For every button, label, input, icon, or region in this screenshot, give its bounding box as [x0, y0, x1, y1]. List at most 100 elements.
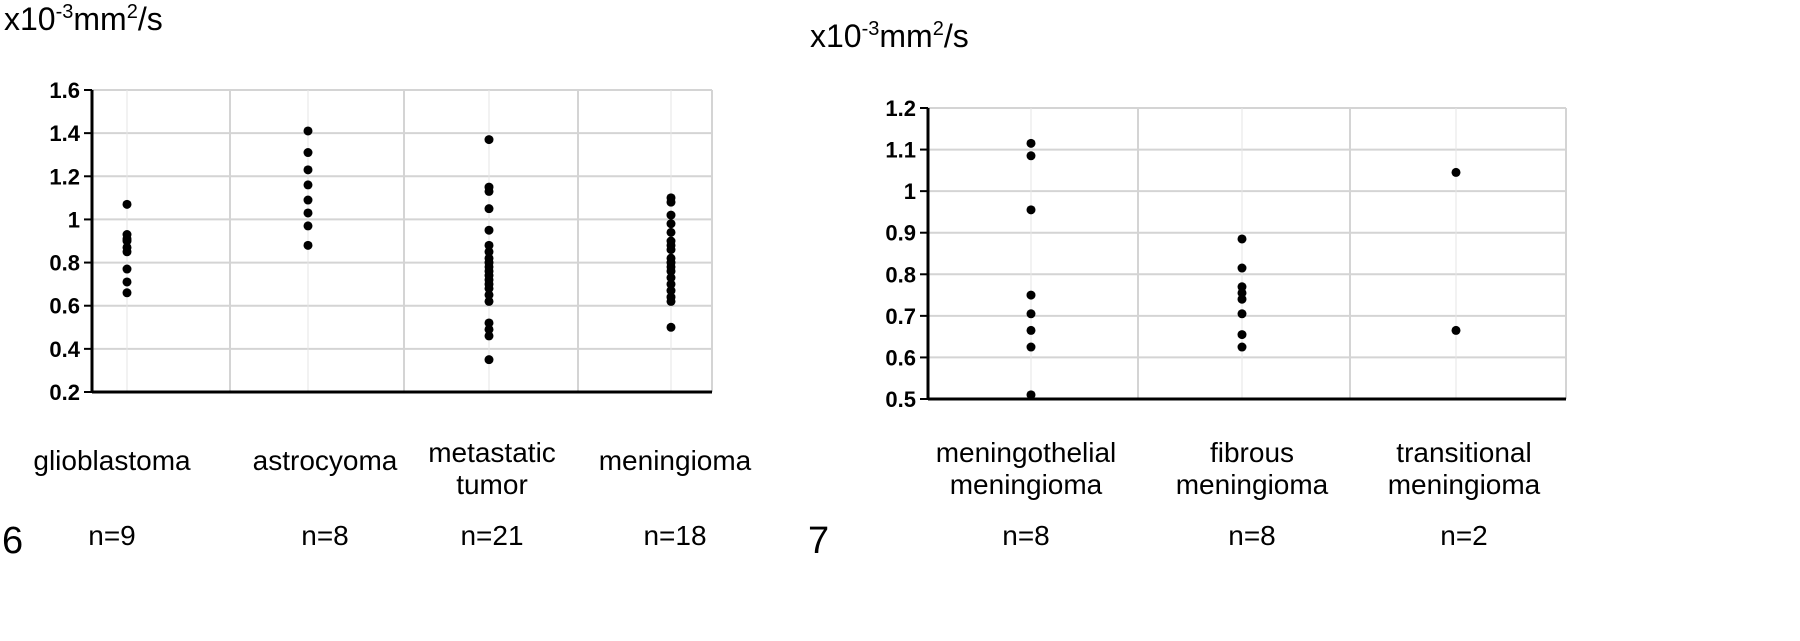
data-point: [1237, 282, 1247, 292]
category-label: meningothelial: [936, 437, 1117, 468]
data-point: [1237, 330, 1247, 340]
data-point: [122, 242, 132, 252]
data-point: [1237, 288, 1247, 298]
data-point: [484, 283, 494, 293]
data-point: [303, 195, 313, 205]
category-label: glioblastoma: [33, 445, 191, 476]
chart-6: x10-3mm2/s 1.6 1.4 1.2 1 0.8 0.6 0.4 0.2 glioblas…: [2, 1, 752, 562]
data-point: [122, 277, 132, 287]
category-label: transitional: [1396, 437, 1531, 468]
data-point: [122, 236, 132, 246]
data-point: [484, 290, 494, 300]
y-tick-label: 0.8: [885, 262, 916, 287]
data-point: [303, 221, 313, 231]
data-point: [666, 322, 676, 332]
data-point: [1026, 138, 1036, 148]
data-point: [484, 324, 494, 334]
data-point: [666, 273, 676, 283]
y-tick-label: 0.6: [885, 345, 916, 370]
data-point: [303, 180, 313, 190]
y-tick-label: 0.8: [49, 251, 80, 276]
data-point: [122, 264, 132, 274]
y-tick-label: 1.4: [49, 121, 80, 146]
data-point: [1451, 325, 1461, 335]
y-tick-label: 1.1: [885, 138, 916, 163]
y-tick-label: 0.9: [885, 221, 916, 246]
data-point: [122, 288, 132, 298]
sample-size-label: n=9: [88, 520, 136, 551]
y-tick-label: 1: [904, 179, 916, 204]
y-tick-label: 1.2: [885, 96, 916, 121]
y-unit-label: x10-3mm2/s: [4, 1, 163, 37]
data-point: [666, 286, 676, 296]
chart-7: x10-3mm2/s 1.2 1.1 1 0.9 0.8 0.7 0.6 0.5 meningot…: [808, 18, 1567, 562]
category-label: astrocyoma: [253, 445, 398, 476]
data-point: [484, 240, 494, 250]
sample-size-label: n=8: [1002, 520, 1050, 551]
y-tick-label: 0.5: [885, 387, 916, 412]
data-point: [122, 199, 132, 209]
data-point: [484, 186, 494, 196]
y-tick-label: 1.2: [49, 164, 80, 189]
data-point: [666, 296, 676, 306]
figure-number: 7: [808, 520, 829, 562]
y-tick-label: 0.4: [49, 337, 80, 362]
category-label: metastatic: [428, 437, 556, 468]
data-point: [1026, 309, 1036, 319]
data-point: [1237, 342, 1247, 352]
sample-size-label: n=2: [1440, 520, 1488, 551]
data-point: [484, 355, 494, 365]
category-label: meningioma: [1388, 469, 1541, 500]
category-label: fibrous: [1210, 437, 1294, 468]
plot-area: [92, 90, 712, 392]
data-point: [666, 279, 676, 289]
data-point: [484, 225, 494, 235]
y-tick-label: 0.6: [49, 294, 80, 319]
data-point: [1451, 167, 1461, 177]
data-point: [1026, 205, 1036, 215]
data-point: [484, 258, 494, 268]
category-label: meningioma: [1176, 469, 1329, 500]
data-point: [484, 318, 494, 328]
data-point: [666, 219, 676, 229]
data-point: [1026, 325, 1036, 335]
figure-number: 6: [2, 520, 23, 562]
data-point: [484, 135, 494, 145]
y-tick-label: 1: [68, 207, 80, 232]
data-point: [1026, 390, 1036, 400]
data-point: [1237, 309, 1247, 319]
data-point: [1026, 151, 1036, 161]
data-point: [484, 331, 494, 341]
data-point: [303, 240, 313, 250]
data-point: [666, 210, 676, 220]
data-point: [666, 266, 676, 276]
data-point: [303, 126, 313, 136]
data-point: [666, 227, 676, 237]
data-point: [303, 165, 313, 175]
data-point: [484, 247, 494, 257]
data-point: [1237, 294, 1247, 304]
category-label: meningioma: [950, 469, 1103, 500]
data-point: [1237, 234, 1247, 244]
data-point: [303, 208, 313, 218]
data-point: [484, 266, 494, 276]
category-label: meningioma: [599, 445, 752, 476]
data-point: [484, 296, 494, 306]
y-tick-label: 0.2: [49, 380, 80, 405]
y-tick-label: 0.7: [885, 304, 916, 329]
sample-size-label: n=18: [643, 520, 706, 551]
data-point: [1026, 342, 1036, 352]
data-point: [1237, 263, 1247, 273]
data-point: [666, 197, 676, 207]
sample-size-label: n=8: [1228, 520, 1276, 551]
y-tick-label: 1.6: [49, 78, 80, 103]
sample-size-label: n=21: [460, 520, 523, 551]
data-point: [666, 240, 676, 250]
data-point: [484, 204, 494, 214]
data-point: [303, 148, 313, 158]
plot-area: [928, 108, 1566, 399]
sample-size-label: n=8: [301, 520, 349, 551]
y-unit-label: x10-3mm2/s: [810, 18, 969, 54]
data-point: [1026, 290, 1036, 300]
